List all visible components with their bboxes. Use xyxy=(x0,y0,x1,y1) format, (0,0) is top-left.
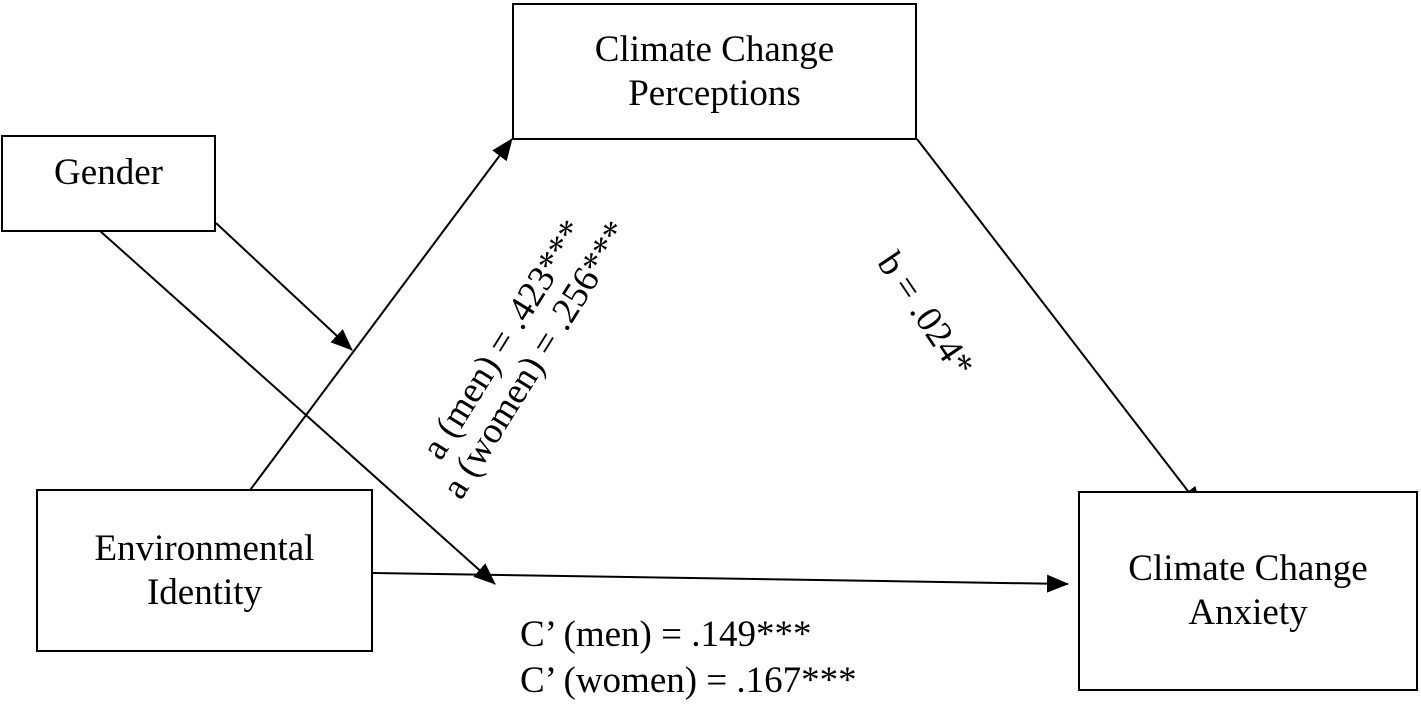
path-c-prime-women-label: C’ (women) = .167*** xyxy=(520,660,857,701)
node-gender: Gender xyxy=(1,135,216,232)
node-environmental-identity: Environmental Identity xyxy=(36,489,373,652)
node-gender-label: Gender xyxy=(54,152,163,193)
node-identity-line2: Identity xyxy=(146,571,263,613)
gender-moderates-a-arrow xyxy=(215,222,353,351)
node-climate-change-perceptions: Climate Change Perceptions xyxy=(512,3,917,140)
gender-moderates-c-prime-arrow xyxy=(89,221,496,585)
node-climate-change-anxiety: Climate Change Anxiety xyxy=(1078,491,1418,691)
path-a-arrow xyxy=(232,138,513,514)
path-b-arrow xyxy=(916,138,1202,509)
node-perceptions-line1: Climate Change xyxy=(594,28,835,70)
path-c-prime-coefficients: C’ (men) = .149*** C’ (women) = .167*** xyxy=(520,612,857,704)
path-c-prime-arrow xyxy=(372,572,1069,593)
node-perceptions-line2: Perceptions xyxy=(628,72,801,114)
node-anxiety-line2: Anxiety xyxy=(1188,592,1308,633)
path-c-prime-men-label: C’ (men) = .149*** xyxy=(520,614,812,655)
node-identity-line1: Environmental xyxy=(94,527,315,569)
node-anxiety-line1: Climate Change xyxy=(1128,548,1368,589)
